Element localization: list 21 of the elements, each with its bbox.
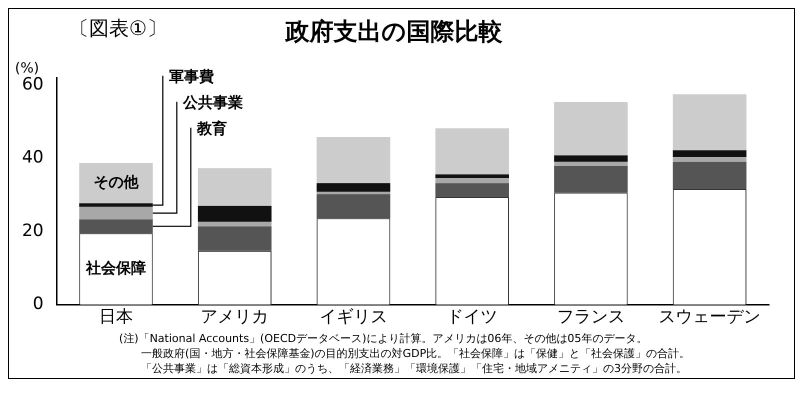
y-tick-label: 40 <box>22 148 44 168</box>
y-tick-label: 0 <box>32 294 44 314</box>
x-tick-label: アメリカ <box>200 307 269 328</box>
x-tick-label: 日本 <box>98 307 133 328</box>
x-tick-label: スウェーデン <box>658 307 761 328</box>
text: 一般政府(国・地方・社会保障基金)の目的別支出の対GDP比。「社会保障」は「保健」と「社会保護」の合計。 <box>140 346 692 361</box>
y-tick-label: 60 <box>22 74 44 95</box>
x-tick-label: フランス <box>556 307 625 328</box>
x-tick-label: イギリス <box>319 307 388 328</box>
text: 「公共事業」は「総資本形成」のうち、「経済業務」「環境保護」「住宅・地域アメニティ」の3分野の合計。 <box>140 361 688 376</box>
text: 教育 <box>196 120 227 138</box>
y-tick-label: 20 <box>22 220 44 241</box>
series-label: その他 <box>93 173 140 192</box>
text: 〔図表①〕 <box>69 15 167 42</box>
y-axis-title: (%) <box>14 60 40 76</box>
text: 公共事業 <box>182 94 243 112</box>
series-label: 社会保障 <box>84 258 146 277</box>
x-tick-label: ドイツ <box>446 307 498 328</box>
text: (注)「National Accounts」(OECDデータベース)により計算。アメリカは06年、その他は05年のデータ。 <box>119 331 648 346</box>
chart-title: 政府支出の国際比較 <box>284 18 504 46</box>
text: 軍事費 <box>168 68 214 86</box>
